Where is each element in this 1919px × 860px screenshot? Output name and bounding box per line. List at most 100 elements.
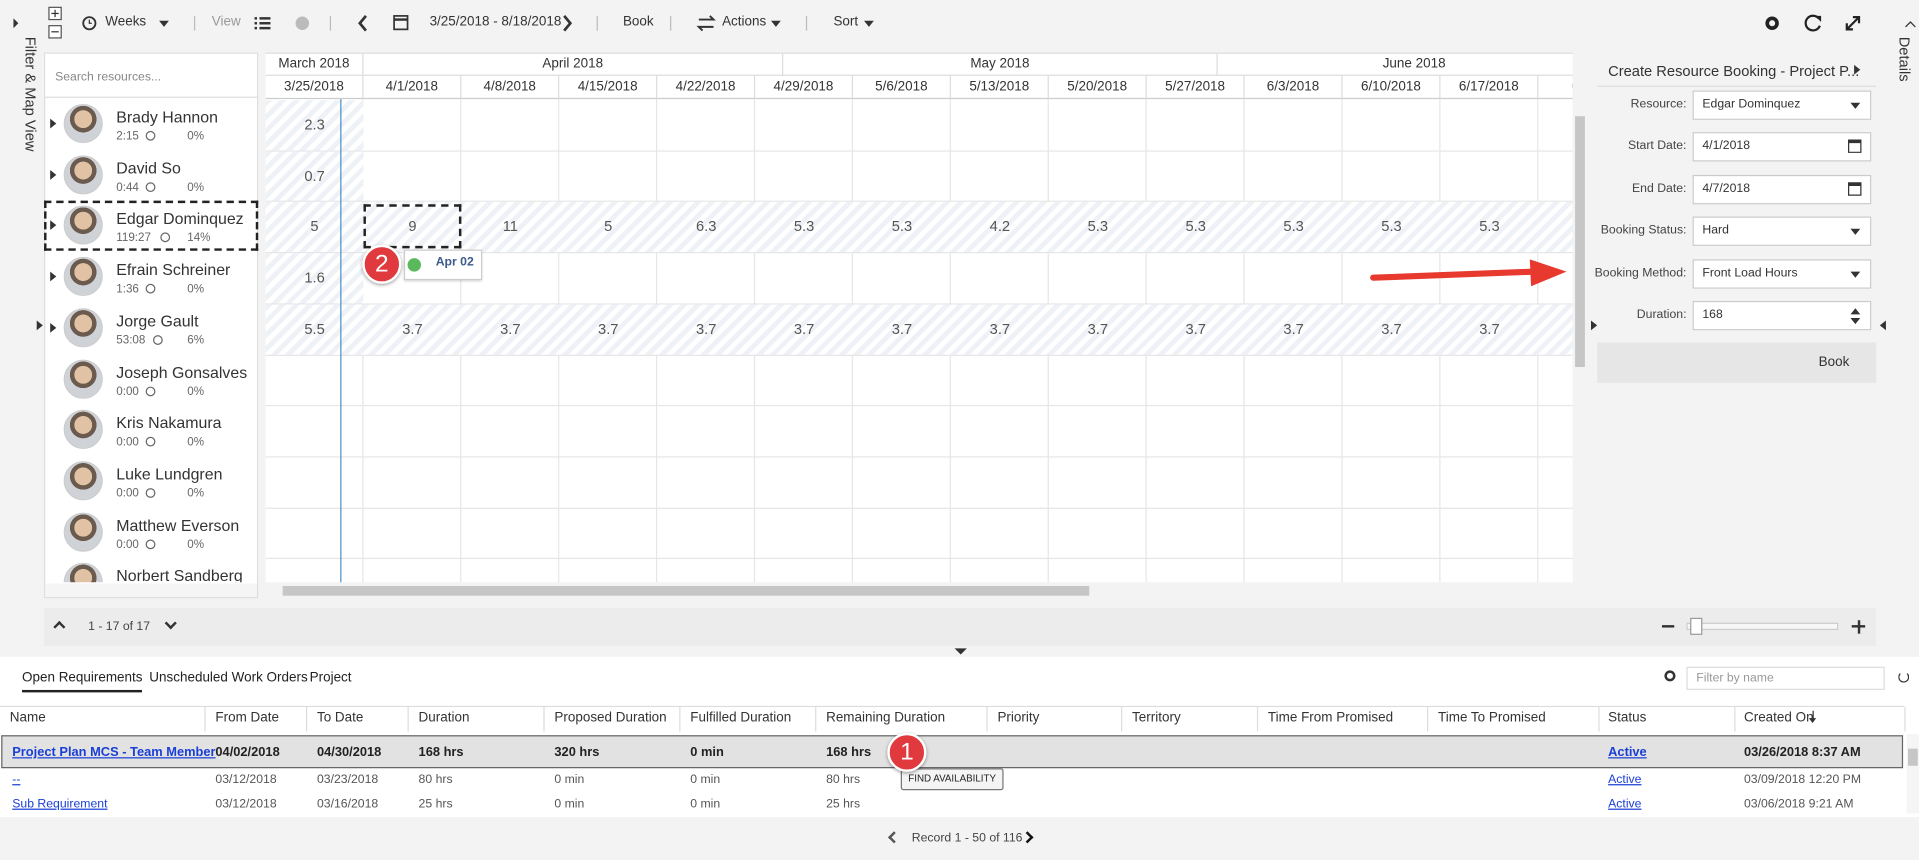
annotation-arrow — [1370, 259, 1567, 287]
list-toggle[interactable] — [36, 320, 43, 331]
cell-value[interactable]: 3.7 — [1185, 320, 1206, 338]
toolbar-date-range[interactable]: 3/25/2018 - 8/18/2018 — [429, 14, 562, 30]
cell-value[interactable]: 5.3 — [1087, 218, 1109, 236]
cell-value[interactable]: 2.3 — [304, 116, 325, 134]
toolbar-book[interactable]: Book — [622, 14, 654, 30]
refresh-icon[interactable] — [1898, 671, 1910, 683]
cell-value[interactable]: 5.3 — [1479, 218, 1500, 236]
right-sidebar[interactable]: Details — [1895, 36, 1913, 82]
link[interactable]: Active — [1608, 797, 1642, 812]
resource-name[interactable]: David So — [116, 158, 181, 177]
cell-value[interactable]: 9 — [408, 218, 417, 236]
expand-arrow[interactable] — [50, 322, 57, 333]
filter-box[interactable] — [1686, 666, 1885, 690]
toolbar-view-mode[interactable]: Weeks — [105, 14, 147, 30]
field-label: End Date: — [1632, 182, 1687, 196]
cell-value[interactable]: 0.7 — [304, 167, 325, 185]
column-header[interactable]: Name — [9, 710, 46, 726]
cell-value[interactable]: 3.7 — [891, 320, 913, 338]
cell-value[interactable]: 3.7 — [1381, 320, 1402, 338]
column-header[interactable]: From Date — [215, 710, 279, 726]
resource-name[interactable]: Efrain Schreiner — [116, 260, 231, 280]
resource-name[interactable]: Matthew Everson — [116, 515, 240, 535]
splitter[interactable] — [954, 648, 967, 655]
cell-value[interactable]: 3.7 — [500, 320, 521, 338]
field-input[interactable]: Edgar Dominquez — [1692, 90, 1872, 120]
link[interactable]: -- — [12, 773, 21, 787]
cell-value[interactable]: 3.7 — [989, 320, 1011, 338]
panel-toggle[interactable] — [1591, 320, 1598, 331]
cell-value[interactable]: 5.3 — [891, 218, 913, 236]
cell-value[interactable]: 5.3 — [1185, 218, 1206, 236]
tab[interactable]: Open Requirements — [22, 670, 143, 693]
cell-value[interactable]: 3.7 — [1283, 320, 1304, 338]
column-header[interactable]: Status — [1608, 710, 1647, 726]
search-placeholder[interactable]: Search resources... — [55, 70, 162, 85]
zoom-out[interactable] — [1661, 625, 1675, 628]
expand-arrow[interactable] — [50, 169, 57, 180]
cell-value[interactable]: 5.3 — [1283, 218, 1304, 236]
column-header[interactable]: Time From Promised — [1267, 710, 1394, 726]
resource-name[interactable]: Brady Hannon — [116, 107, 218, 126]
resource-name[interactable]: Jorge Gault — [116, 311, 199, 331]
book-button[interactable]: Book — [1818, 354, 1850, 370]
field-input[interactable]: 4/7/2018 — [1692, 174, 1872, 205]
expand-arrow[interactable] — [50, 271, 57, 282]
v-thumb — [1575, 116, 1585, 367]
cell-value[interactable]: 3.7 — [793, 320, 815, 338]
zoom-thumb[interactable] — [1690, 617, 1703, 635]
cell-value[interactable]: 3.7 — [695, 320, 717, 338]
clock-icon — [146, 283, 156, 294]
column-header[interactable]: Proposed Duration — [554, 710, 667, 726]
toolbar-view[interactable]: View — [211, 14, 241, 30]
cell-value[interactable]: 3.7 — [598, 320, 619, 338]
column-header[interactable]: Territory — [1132, 710, 1181, 726]
column-header[interactable]: Fulfilled Duration — [690, 710, 792, 726]
cell-value[interactable]: 4.2 — [989, 218, 1011, 236]
cell-value[interactable]: 5.5 — [304, 320, 325, 338]
column-header[interactable]: Created On — [1743, 710, 1814, 726]
resource-name[interactable]: Luke Lundgren — [116, 464, 223, 484]
column-header[interactable]: Time To Promised — [1438, 710, 1546, 726]
left-scroll — [45, 583, 258, 597]
cell-value[interactable]: 5 — [310, 218, 319, 236]
field-input[interactable]: 4/1/2018 — [1692, 132, 1872, 162]
expand-arrow[interactable] — [50, 220, 57, 231]
panel-toggle[interactable] — [1879, 320, 1886, 331]
expand-arrow[interactable] — [50, 118, 57, 129]
toolbar-actions[interactable]: Actions — [722, 14, 767, 30]
resource-name[interactable]: Edgar Dominquez — [116, 209, 244, 229]
link[interactable]: Sub Requirement — [12, 797, 108, 812]
selected-row[interactable] — [1, 735, 1904, 769]
column-header[interactable]: To Date — [316, 710, 364, 726]
column-header[interactable]: Duration — [418, 710, 470, 726]
cell-value[interactable]: 5.3 — [1381, 218, 1402, 236]
cell-value[interactable]: 1.6 — [304, 269, 325, 287]
cell-value[interactable]: 3.7 — [1087, 320, 1109, 338]
resource-name[interactable]: Norbert Sandberg — [116, 566, 243, 583]
row-line — [265, 252, 1573, 254]
field-input[interactable]: 168 — [1692, 300, 1872, 331]
cell-value[interactable]: 3.7 — [402, 320, 423, 338]
column-header[interactable]: Priority — [997, 710, 1040, 726]
tab[interactable]: Project — [309, 670, 352, 686]
resource-name[interactable]: Kris Nakamura — [116, 413, 222, 433]
cell-value[interactable]: 6.3 — [695, 218, 717, 236]
link[interactable]: Active — [1608, 773, 1642, 787]
toolbar-sort[interactable]: Sort — [833, 14, 859, 30]
cell-value[interactable]: 11 — [502, 218, 518, 236]
tab[interactable]: Unscheduled Work Orders — [149, 670, 308, 686]
resource-utilization: 6% — [187, 333, 205, 348]
resource-name[interactable]: Joseph Gonsalves — [116, 362, 248, 382]
link[interactable]: Active — [1608, 744, 1647, 760]
link[interactable]: Project Plan MCS - Team Member — [12, 744, 216, 760]
cell-value[interactable]: 5.3 — [793, 218, 815, 236]
cell-value[interactable]: 5 — [604, 218, 613, 236]
clock-icon — [146, 130, 156, 141]
cell-value[interactable]: 3.7 — [1479, 320, 1500, 338]
field-input[interactable]: Hard — [1692, 216, 1872, 247]
left-sidebar[interactable]: Filter & Map View — [22, 36, 40, 152]
booked-row — [265, 202, 1573, 254]
field-input[interactable]: Front Load Hours — [1692, 258, 1872, 289]
column-header[interactable]: Remaining Duration — [826, 710, 946, 726]
